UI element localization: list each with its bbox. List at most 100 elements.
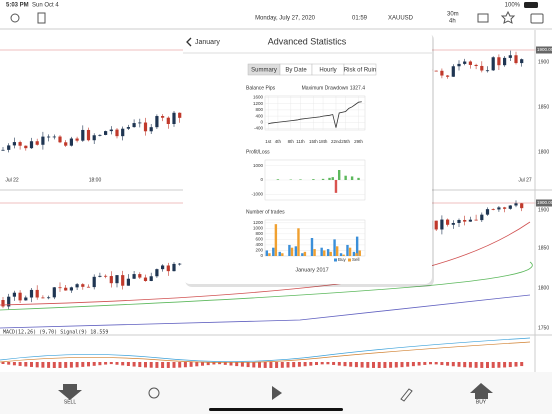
y-tick-label: 1600 <box>253 95 264 100</box>
macd-bar <box>332 362 335 365</box>
macd-bar <box>372 362 375 368</box>
timeframe[interactable]: 30m <box>447 12 459 18</box>
timeframe[interactable]: 4h <box>449 19 456 25</box>
macd-bar <box>515 362 518 367</box>
toolbar-symbol[interactable]: XAUUSD <box>388 16 414 22</box>
bar <box>349 248 351 256</box>
bar <box>275 224 277 256</box>
macd-bar <box>401 362 404 367</box>
y-tick-label: 1200 <box>253 220 264 225</box>
bar <box>295 246 297 256</box>
candle <box>133 123 136 127</box>
macd-bar <box>127 362 130 366</box>
tab-label[interactable]: Risk of Ruin <box>344 68 376 74</box>
y-tick-label: 1000 <box>253 225 264 230</box>
axis-label: 1750 <box>538 325 549 331</box>
candle <box>1 150 4 151</box>
axis-label: 18:00 <box>89 177 102 183</box>
bar <box>281 253 283 256</box>
macd-bar <box>53 362 56 368</box>
candle <box>115 275 118 283</box>
candle <box>30 290 33 298</box>
macd-bar <box>321 362 324 364</box>
legend-label: Buy <box>338 257 347 262</box>
candle <box>150 276 153 281</box>
candle <box>58 287 61 288</box>
macd-bar <box>435 362 438 364</box>
candle <box>497 207 500 209</box>
y-tick-label: 600 <box>255 237 263 242</box>
macd-bar <box>269 362 272 368</box>
candle <box>486 209 489 214</box>
macd-bar <box>486 362 489 368</box>
tab-label[interactable]: By Date <box>285 68 307 74</box>
battery-icon <box>524 2 538 8</box>
macd-bar <box>150 362 153 368</box>
macd-bar <box>252 362 255 367</box>
toolbar-date[interactable]: Monday, July 27, 2020 <box>255 16 316 22</box>
candle <box>452 66 455 76</box>
candle <box>440 71 443 76</box>
tab-label[interactable]: Summary <box>251 68 277 74</box>
macd-bar <box>110 362 113 364</box>
candle <box>87 287 90 288</box>
chart-note: Maximum Drawdown 1327.4 <box>302 85 366 91</box>
macd-bar <box>497 362 500 368</box>
macd-bar <box>195 362 198 366</box>
candle <box>446 220 449 225</box>
bar <box>277 179 279 180</box>
bar <box>322 179 324 180</box>
candle <box>155 269 158 276</box>
bar <box>346 245 348 256</box>
candle <box>492 209 495 210</box>
macd-bar <box>275 362 278 368</box>
macd-bar <box>452 362 455 366</box>
candle <box>121 275 124 286</box>
candle <box>469 62 472 65</box>
x-tick-label: 25th <box>341 139 350 144</box>
macd-bar <box>13 362 16 365</box>
candle <box>19 293 22 301</box>
bar <box>299 179 301 180</box>
macd-bar <box>423 362 426 365</box>
axis-label: Jul 27 <box>518 177 532 183</box>
candle <box>503 207 506 208</box>
candle <box>7 145 10 149</box>
back-button[interactable]: January <box>195 39 220 46</box>
bar <box>332 177 334 180</box>
x-tick-label: 8th <box>288 139 295 144</box>
macd-bar <box>520 362 523 366</box>
buy-label[interactable]: BUY <box>476 399 487 405</box>
y-tick-label: 400 <box>255 242 263 247</box>
tab-label[interactable]: Hourly <box>319 68 336 74</box>
macd-bar <box>406 362 409 367</box>
candle <box>24 146 27 148</box>
bar <box>291 248 293 256</box>
x-tick-label: 29th <box>354 139 363 144</box>
axis-label: 1800 <box>538 149 549 155</box>
y-tick-label: 200 <box>255 248 263 253</box>
macd-bar <box>70 362 73 368</box>
macd-bar <box>36 362 39 367</box>
macd-bar <box>184 362 187 367</box>
bar <box>342 255 344 256</box>
macd-bar <box>389 362 392 368</box>
candle <box>463 220 466 222</box>
chart-title: Balance Pips <box>246 85 276 91</box>
bar <box>272 248 274 256</box>
bar <box>330 252 332 256</box>
candle <box>497 57 500 65</box>
bar <box>327 249 329 256</box>
candle <box>503 58 506 65</box>
candle <box>36 141 39 145</box>
macd-bar <box>155 362 158 368</box>
toolbar-time[interactable]: 01:59 <box>352 16 368 22</box>
bar <box>268 253 270 256</box>
macd-bar <box>344 362 347 366</box>
axis-label: 1800 <box>538 285 549 291</box>
candle <box>178 264 181 265</box>
candle <box>172 264 175 271</box>
sell-label[interactable]: SELL <box>64 399 76 405</box>
candle <box>475 220 478 221</box>
